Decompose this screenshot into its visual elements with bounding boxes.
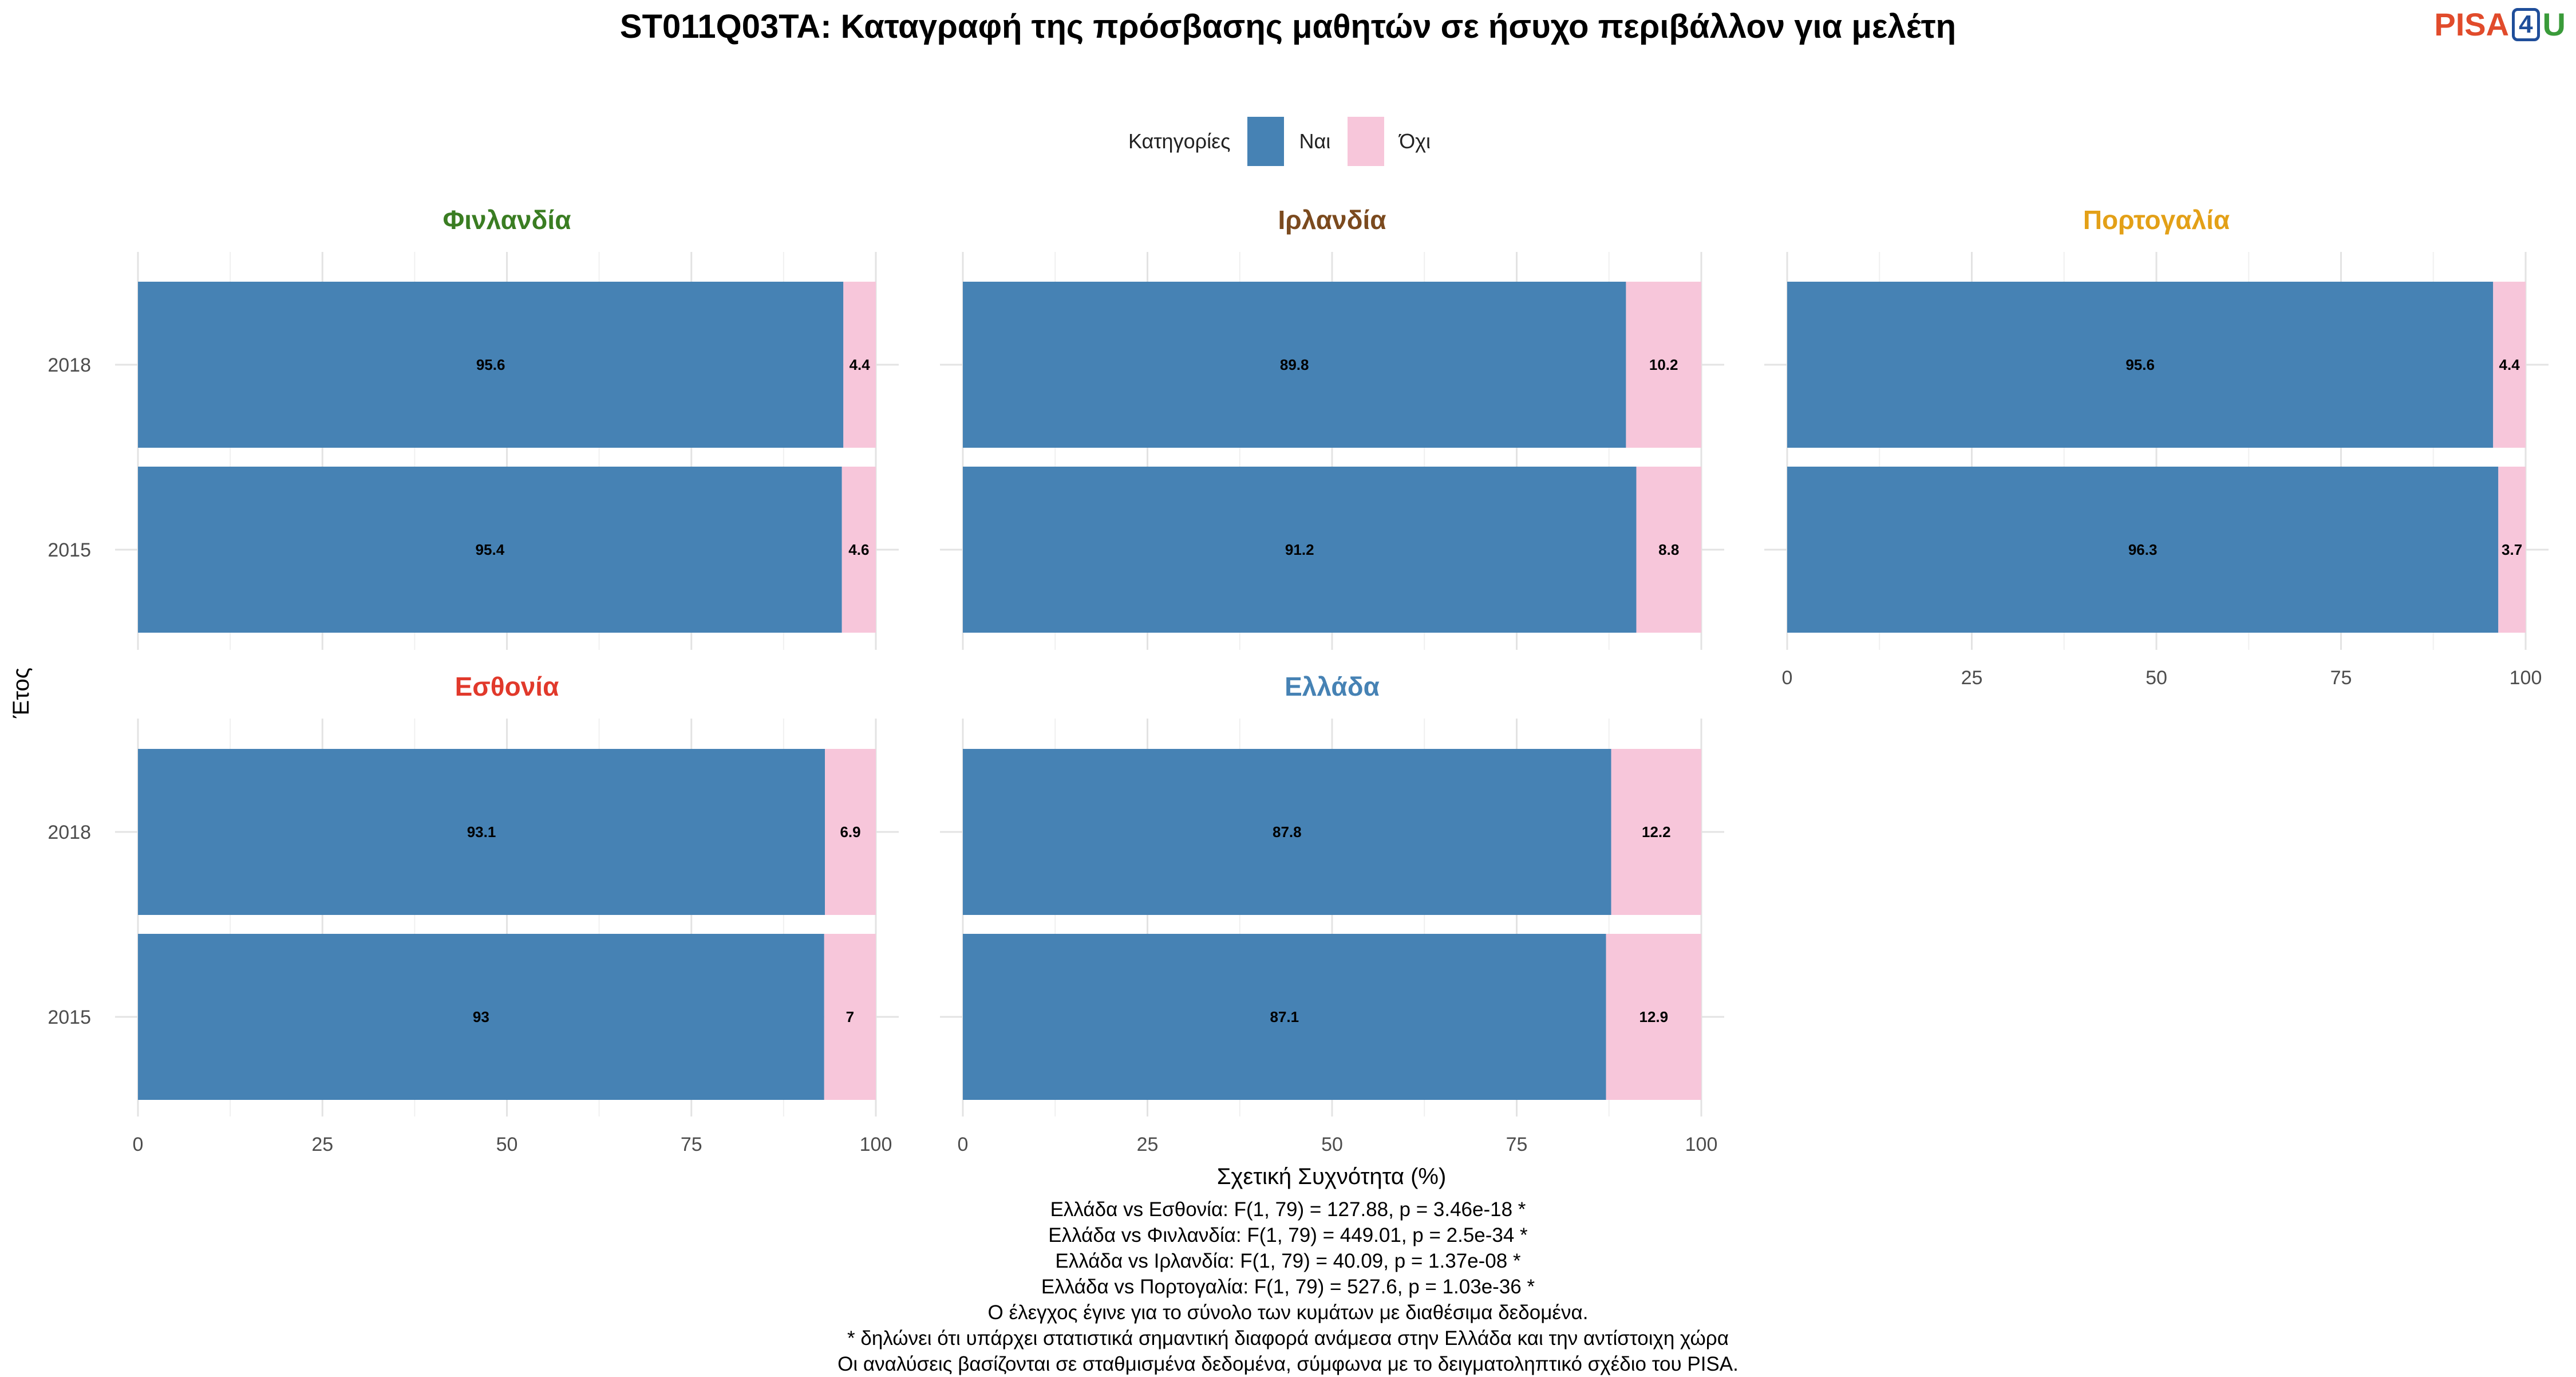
data-label: 10.2: [1649, 356, 1678, 373]
x-tick-label: 25: [311, 1134, 333, 1155]
data-label: 12.9: [1639, 1008, 1668, 1025]
footnote-line: Ελλάδα vs Πορτογαλία: F(1, 79) = 527.6, …: [1041, 1276, 1535, 1298]
x-tick-label: 100: [860, 1134, 892, 1155]
bar-segment: [138, 934, 824, 1100]
data-label: 4.4: [2499, 356, 2520, 373]
bar-segment: [1606, 934, 1701, 1100]
footnote-line: Ελλάδα vs Ιρλανδία: F(1, 79) = 40.09, p …: [1055, 1250, 1521, 1272]
data-label: 12.2: [1642, 823, 1671, 841]
bar-segment: [843, 282, 876, 448]
panel-title: Εσθονία: [455, 672, 559, 701]
data-label: 95.4: [476, 541, 505, 558]
footnote-line: Ελλάδα vs Φινλανδία: F(1, 79) = 449.01, …: [1048, 1224, 1528, 1246]
bar-segment: [1636, 467, 1701, 633]
x-tick-label: 100: [2510, 667, 2542, 689]
bar-segment: [1611, 749, 1701, 915]
data-label: 89.8: [1280, 356, 1309, 373]
logo-text-u: U: [2542, 6, 2566, 42]
x-tick-label: 0: [133, 1134, 144, 1155]
bar-segment: [2493, 282, 2526, 448]
data-label: 8.8: [1658, 541, 1679, 558]
logo-text-pisa: PISA: [2434, 6, 2510, 42]
panel-title: Φινλανδία: [443, 205, 571, 235]
data-label: 6.9: [840, 823, 860, 841]
y-axis-title: Έτος: [9, 668, 34, 719]
x-tick-label: 0: [1782, 667, 1793, 689]
x-tick-label: 100: [1685, 1134, 1718, 1155]
legend-label-yes: Ναι: [1299, 129, 1331, 153]
bar-segment: [138, 467, 842, 633]
x-tick-label: 50: [496, 1134, 518, 1155]
y-tick-label: 2018: [48, 354, 91, 376]
footnote-line: Οι αναλύσεις βασίζονται σε σταθμισμένα δ…: [837, 1353, 1739, 1375]
bar-segment: [1787, 467, 2499, 633]
pisa4u-logo: PISA 4 U: [2434, 6, 2566, 43]
bar-segment: [825, 749, 876, 915]
y-tick-label: 2015: [48, 1007, 91, 1028]
x-tick-label: 25: [1137, 1134, 1159, 1155]
data-label: 91.2: [1285, 541, 1314, 558]
data-label: 87.1: [1270, 1008, 1299, 1025]
data-label: 7: [846, 1008, 854, 1025]
legend-entry-yes: Ναι: [1247, 117, 1330, 166]
bar-segment: [138, 282, 844, 448]
panel-title: Ελλάδα: [1285, 672, 1380, 701]
y-tick-label: 2015: [48, 539, 91, 561]
bar-segment: [824, 934, 876, 1100]
bar-segment: [841, 467, 876, 633]
legend-label-no: Όχι: [1399, 129, 1431, 153]
panel-title: Ιρλανδία: [1278, 205, 1386, 235]
data-label: 93: [473, 1008, 489, 1025]
data-label: 87.8: [1273, 823, 1302, 841]
x-tick-label: 25: [1961, 667, 1983, 689]
panel-4: Εσθονία 93.1 6.9 2018 93 7 2015 0 25 50 75 100: [48, 672, 899, 1155]
x-tick-label: 50: [1321, 1134, 1343, 1155]
y-tick-label: 2018: [48, 822, 91, 843]
panel-2: Ιρλανδία 89.8 10.2 91.2 8.8: [940, 205, 1724, 650]
bar-segment: [2498, 467, 2526, 633]
data-label: 4.4: [850, 356, 871, 373]
data-label: 3.7: [2502, 541, 2522, 558]
x-tick-label: 75: [1506, 1134, 1528, 1155]
panel-1: Φινλανδία 95.6 4.4 2018 95.4 4.6 2015: [48, 205, 899, 650]
x-tick-label: 50: [2146, 667, 2167, 689]
bar-segment: [963, 467, 1637, 633]
bar-segment: [138, 749, 825, 915]
legend-entry-no: Όχι: [1348, 117, 1431, 166]
data-label: 95.6: [476, 356, 505, 373]
legend-key-no: [1348, 117, 1385, 166]
footnote-line: Ελλάδα vs Εσθονία: F(1, 79) = 127.88, p …: [1050, 1198, 1526, 1221]
logo-text-4: 4: [2512, 7, 2540, 41]
data-label: 95.6: [2125, 356, 2155, 373]
footnote-line: * δηλώνει ότι υπάρχει στατιστικά σημαντι…: [847, 1327, 1729, 1350]
legend-key-yes: [1247, 117, 1285, 166]
x-axis-title: Σχετική Συχνότητα (%): [1217, 1164, 1447, 1189]
x-tick-label: 75: [681, 1134, 702, 1155]
x-tick-label: 0: [958, 1134, 969, 1155]
bar-segment: [1787, 282, 2494, 448]
footnotes: Ελλάδα vs Εσθονία: F(1, 79) = 127.88, p …: [0, 1197, 2576, 1377]
x-tick-label: 75: [2330, 667, 2352, 689]
bar-segment: [963, 282, 1626, 448]
bar-segment: [1626, 282, 1701, 448]
panel-5: Ελλάδα 87.8 12.2 87.1 12.9 0 25 50 75 100: [940, 672, 1724, 1155]
bar-segment: [963, 749, 1611, 915]
data-label: 96.3: [2128, 541, 2158, 558]
chart-title: ST011Q03TA: Καταγραφή της πρόσβασης μαθη…: [619, 8, 1957, 45]
data-label: 4.6: [848, 541, 869, 558]
panel-title: Πορτογαλία: [2083, 205, 2230, 235]
footnote-line: Ο έλεγχος έγινε για το σύνολο των κυμάτω…: [987, 1301, 1589, 1324]
bar-segment: [963, 934, 1606, 1100]
legend-title: Κατηγορίες: [1128, 129, 1231, 153]
legend: Κατηγορίες Ναι Όχι: [0, 116, 2576, 167]
data-label: 93.1: [467, 823, 496, 841]
panel-3: Πορτογαλία 95.6 4.4 96.3 3.7 0 25 50 75 100: [1764, 205, 2549, 689]
